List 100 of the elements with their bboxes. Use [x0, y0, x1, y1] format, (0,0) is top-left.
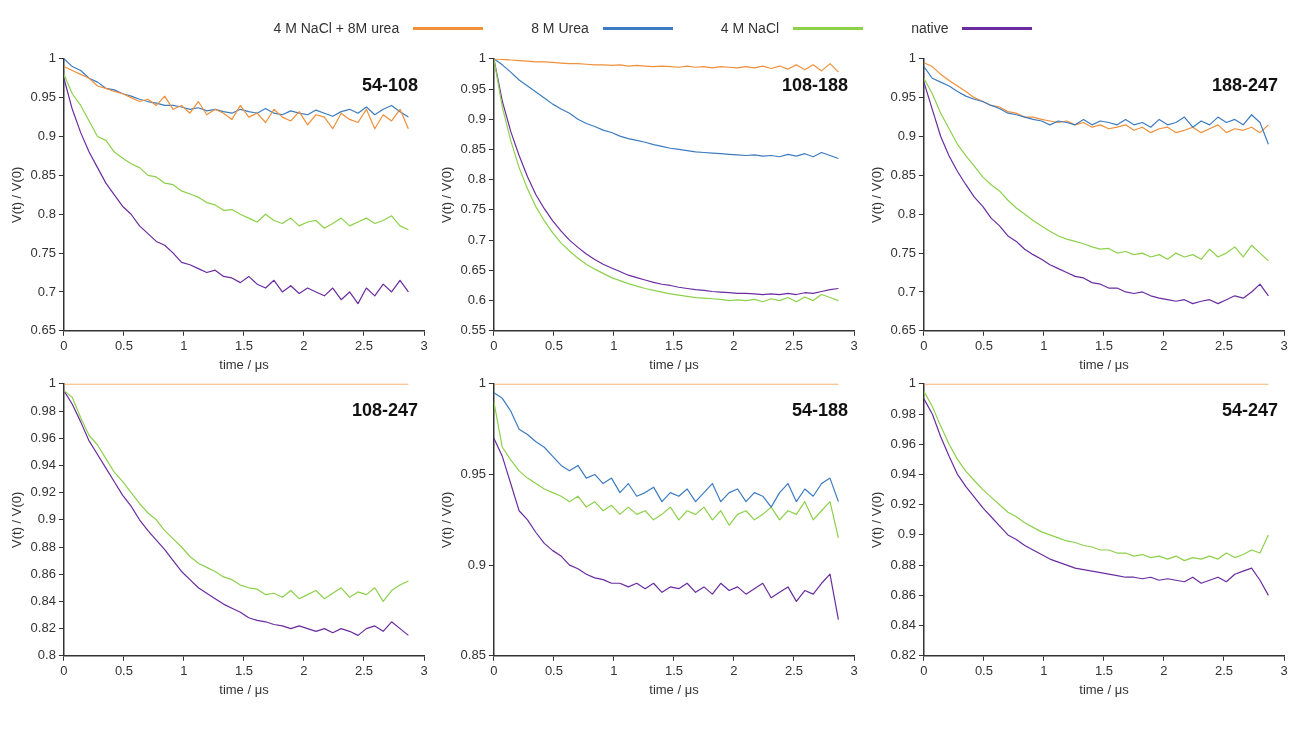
x-tick-label: 2.5: [784, 663, 804, 679]
x-tick-label: 3: [850, 663, 858, 679]
x-tick-label: 0.5: [974, 663, 993, 679]
y-tick-label: 0.88: [30, 538, 56, 554]
y-axis-title: V(t) / V(0): [439, 166, 455, 223]
y-tick-label: 0.98: [30, 402, 56, 418]
text: 54-247: [1221, 399, 1278, 420]
y-tick-label: 0.95: [30, 89, 56, 105]
x-tick-label: 0.5: [544, 338, 563, 354]
y-axis-title: V(t) / V(0): [869, 491, 885, 548]
x-tick-label: 1: [180, 338, 188, 354]
y-tick-label: 1: [908, 50, 916, 66]
x-axis-title: time / μs: [219, 356, 270, 372]
legend-label: native: [911, 20, 949, 36]
y-tick-label: 0.84: [890, 617, 916, 633]
y-tick-label: 0.86: [890, 586, 916, 602]
x-tick-label: 3: [420, 338, 428, 354]
y-tick-label: 0.9: [897, 128, 916, 144]
y-tick-label: 0.65: [30, 322, 56, 338]
x-tick-label: 0: [920, 663, 928, 679]
y-tick-label: 0.75: [30, 244, 56, 260]
x-tick-label: 2: [300, 663, 308, 679]
text: 108-188: [781, 74, 848, 95]
y-tick-label: 0.65: [460, 261, 486, 277]
x-tick-label: 0.5: [114, 338, 133, 354]
x-tick-label: 0.5: [544, 663, 563, 679]
y-tick-label: 0.7: [37, 283, 56, 299]
y-tick-label: 0.7: [467, 231, 486, 247]
y-tick-label: 0.85: [890, 166, 916, 182]
x-tick-label: 2.5: [354, 663, 374, 679]
legend-label: 8 M Urea: [531, 20, 589, 36]
y-tick-label: 1: [908, 375, 916, 391]
x-tick-label: 1: [1040, 663, 1048, 679]
y-tick-label: 0.95: [460, 80, 486, 96]
x-tick-label: 1: [180, 663, 188, 679]
x-axis-title: time / μs: [649, 356, 700, 372]
x-tick-label: 0.5: [974, 338, 993, 354]
y-tick-label: 0.94: [30, 456, 56, 472]
x-axis-title: time / μs: [649, 681, 700, 697]
x-tick-label: 1: [1040, 338, 1048, 354]
y-tick-label: 0.8: [37, 205, 56, 221]
x-tick-label: 1.5: [234, 338, 253, 354]
x-axis-title: time / μs: [1079, 681, 1130, 697]
legend-label: 4 M NaCl + 8M urea: [273, 20, 400, 36]
y-tick-label: 1: [48, 50, 56, 66]
y-tick-label: 0.9: [897, 526, 916, 542]
y-tick-label: 0.55: [460, 322, 486, 338]
y-axis-title: V(t) / V(0): [9, 491, 25, 548]
text: 54-108: [361, 74, 418, 95]
x-tick-label: 1.5: [1094, 338, 1113, 354]
y-tick-label: 0.88: [890, 556, 916, 572]
x-tick-label: 0.5: [114, 663, 133, 679]
x-tick-label: 3: [850, 338, 858, 354]
y-tick-label: 0.9: [37, 511, 56, 527]
x-axis-title: time / μs: [219, 681, 270, 697]
x-tick-label: 2: [730, 338, 738, 354]
y-tick-label: 0.94: [890, 466, 916, 482]
x-tick-label: 3: [1280, 338, 1288, 354]
y-tick-label: 0.9: [467, 110, 486, 126]
y-axis-title: V(t) / V(0): [439, 491, 455, 548]
y-tick-label: 0.86: [30, 565, 56, 581]
y-tick-label: 0.92: [890, 496, 916, 512]
x-tick-label: 1.5: [234, 663, 253, 679]
y-tick-label: 0.84: [30, 592, 56, 608]
y-tick-label: 0.65: [890, 322, 916, 338]
x-tick-label: 2.5: [354, 338, 374, 354]
y-tick-label: 0.8: [897, 205, 916, 221]
legend-label: 4 M NaCl: [720, 20, 780, 36]
y-tick-label: 0.8: [467, 171, 486, 187]
y-tick-label: 0.85: [460, 647, 486, 663]
x-tick-label: 0: [60, 338, 68, 354]
y-tick-label: 1: [478, 50, 486, 66]
x-tick-label: 1: [610, 338, 618, 354]
x-tick-label: 3: [420, 663, 428, 679]
x-tick-label: 2.5: [784, 338, 804, 354]
y-tick-label: 0.85: [460, 141, 486, 157]
y-tick-label: 0.95: [460, 466, 486, 482]
y-tick-label: 0.92: [30, 484, 56, 500]
x-tick-label: 2: [1160, 338, 1168, 354]
y-tick-label: 0.9: [467, 556, 486, 572]
x-tick-label: 1: [610, 663, 618, 679]
y-tick-label: 0.98: [890, 405, 916, 421]
y-tick-label: 0.7: [897, 283, 916, 299]
y-tick-label: 0.9: [37, 128, 56, 144]
y-tick-label: 0.85: [30, 166, 56, 182]
y-tick-label: 1: [48, 375, 56, 391]
x-tick-label: 0: [490, 663, 498, 679]
x-tick-label: 1.5: [664, 663, 683, 679]
y-tick-label: 0.82: [30, 620, 56, 636]
x-tick-label: 2.5: [1214, 663, 1234, 679]
y-tick-label: 0.95: [890, 89, 916, 105]
y-tick-label: 0.75: [460, 201, 486, 217]
y-tick-label: 0.75: [890, 244, 916, 260]
x-tick-label: 2: [730, 663, 738, 679]
x-tick-label: 2.5: [1214, 338, 1234, 354]
x-tick-label: 3: [1280, 663, 1288, 679]
x-tick-label: 2: [1160, 663, 1168, 679]
x-tick-label: 0: [490, 338, 498, 354]
x-tick-label: 2: [300, 338, 308, 354]
y-tick-label: 0.8: [37, 647, 56, 663]
